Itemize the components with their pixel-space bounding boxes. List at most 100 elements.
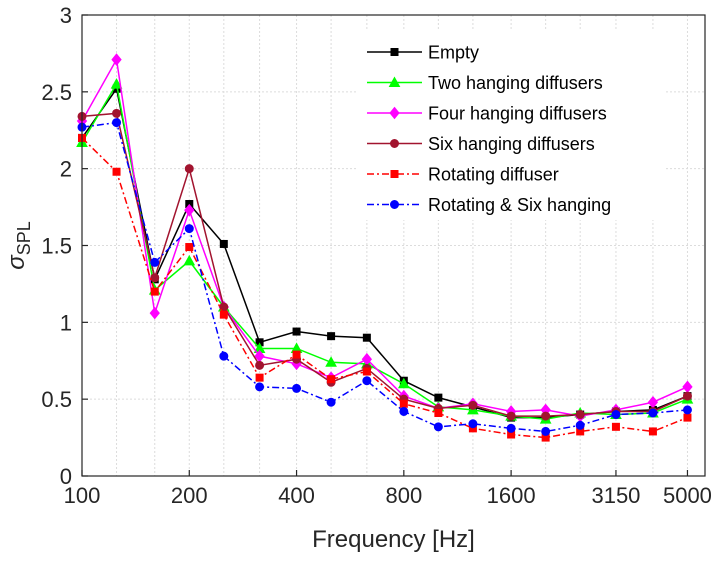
data-point [150,273,160,283]
legend-label: Rotating & Six hanging [428,195,611,215]
data-point [326,397,336,407]
y-axis-label-subscript: SPL [14,221,34,255]
data-point [611,410,621,420]
data-point [575,410,585,420]
legend-label: Rotating diffuser [428,165,559,185]
y-tick-label: 2.5 [41,80,72,105]
series-line [81,121,688,433]
data-point [292,327,301,336]
legend-swatch-marker [388,76,401,87]
data-point [648,408,658,418]
data-point [184,164,194,174]
legend-swatch-marker [390,200,399,209]
series-line [81,57,688,417]
data-point [219,310,228,319]
data-point [362,367,371,376]
legend-item: Empty [367,43,479,63]
legend-swatch-marker [390,170,399,178]
data-point [112,108,122,118]
y-axis-label: σSPL [3,221,34,270]
series-6 [77,118,692,436]
x-tick-label: 3150 [591,483,640,508]
y-tick-label: 1 [60,310,72,335]
legend-label: Two hanging diffusers [428,73,603,93]
data-point [434,408,443,417]
legend-label: Empty [428,43,479,63]
series-5 [78,133,692,442]
data-point [541,426,551,436]
data-point [506,423,516,433]
data-point [683,413,692,422]
data-point [682,391,692,401]
legend-swatch-marker [390,139,399,148]
series-line [81,137,688,439]
y-tick-label: 3 [60,3,72,28]
legend-item: Rotating & Six hanging [367,195,611,215]
data-point [184,203,195,217]
data-point [362,376,372,386]
series-line [81,82,688,420]
x-tick-label: 400 [278,483,315,508]
x-tick-label: 1600 [487,483,536,508]
data-point [150,257,160,267]
legend-item: Four hanging diffusers [367,104,607,124]
data-point [682,405,692,415]
axis-ticks: 100 200 400 800 1600 3150 5000 0 0.5 1 1.5 2 2.5 3 [41,3,712,508]
data-point [327,332,336,341]
data-point [112,167,121,176]
data-point [185,243,194,252]
x-axis-label: Frequency [Hz] [312,526,475,553]
data-point [434,393,443,402]
data-point [541,411,551,421]
data-point [150,287,159,296]
y-tick-label: 1.5 [41,234,72,259]
data-point [292,350,301,359]
data-point [397,377,410,389]
legend-item: Six hanging diffusers [367,134,595,154]
y-tick-label: 0.5 [41,387,72,412]
legend-swatch-marker [389,106,400,120]
y-tick-label: 0 [60,464,72,489]
data-point [255,360,265,370]
x-tick-label: 5000 [663,483,712,508]
y-axis-label-symbol: σ [3,254,30,270]
data-point [433,422,443,432]
data-point [468,400,478,410]
legend-swatch-marker [390,48,399,56]
data-point [110,78,123,89]
legend-label: Four hanging diffusers [428,104,607,124]
legend-item: Two hanging diffusers [367,73,603,93]
data-point [112,118,122,128]
data-point [399,406,409,416]
x-tick-label: 800 [385,483,422,508]
data-point [111,53,122,66]
series-line [81,112,688,417]
data-point [292,383,302,393]
series-layer [76,53,694,442]
legend-label: Six hanging diffusers [428,134,595,154]
legend-item: Rotating diffuser [367,165,559,185]
x-tick-label: 100 [64,483,101,508]
data-point [648,427,657,436]
x-tick-label: 200 [171,483,208,508]
data-point [219,239,228,248]
data-point [255,373,264,382]
legend: Empty Two hanging diffusers Four hanging d… [356,30,666,220]
legend-box [356,30,666,220]
data-point [506,411,516,421]
data-point [183,254,196,266]
series-2 [76,78,694,424]
data-point [611,422,620,431]
data-point [575,420,585,430]
data-point [219,351,229,361]
data-point [184,224,194,234]
data-point [399,399,408,408]
data-point [468,419,478,429]
y-tick-label: 2 [60,157,72,182]
data-point [327,375,336,384]
data-point [149,306,160,320]
data-point [325,356,337,367]
data-point [255,382,265,392]
data-point [362,333,371,342]
